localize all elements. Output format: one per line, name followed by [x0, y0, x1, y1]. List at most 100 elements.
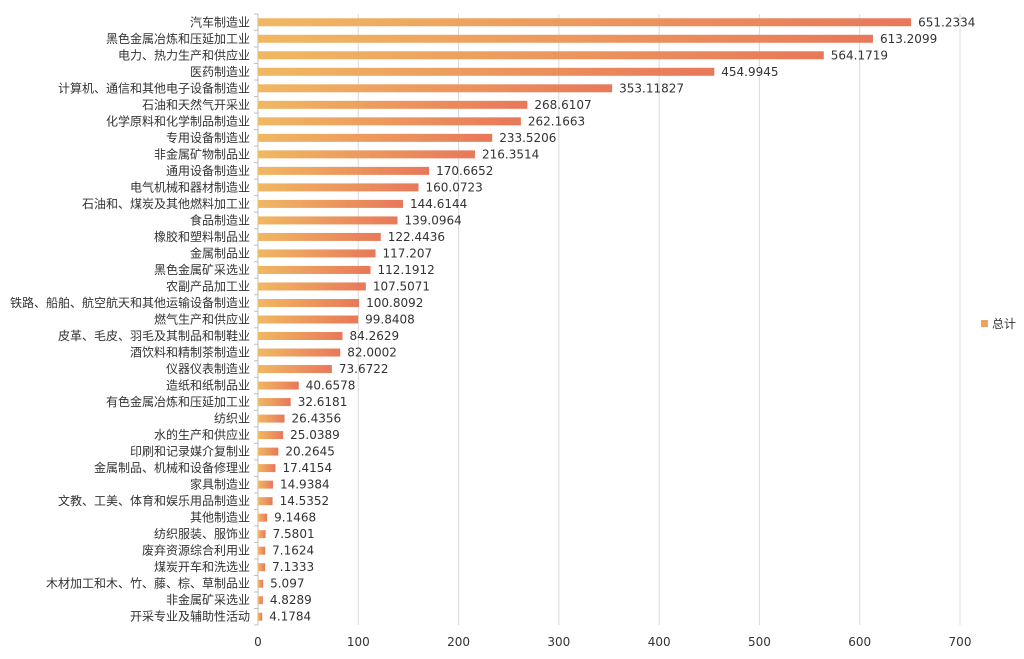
value-label: 139.0964: [404, 213, 461, 227]
value-label: 7.1624: [272, 544, 314, 558]
category-label: 酒饮料和精制茶制造业: [130, 345, 250, 360]
bar: [258, 84, 613, 93]
category-label: 其他制造业: [190, 511, 250, 525]
category-label: 非金属矿采选业: [166, 592, 250, 607]
bar: [258, 530, 266, 539]
category-label: 家具制造业: [190, 477, 250, 492]
bar: [258, 150, 475, 159]
category-label: 水的生产和供应业: [154, 427, 250, 442]
x-tick-label: 400: [648, 635, 671, 649]
legend-label: 总计: [992, 317, 1016, 331]
bar: [258, 348, 341, 357]
bar: [258, 464, 276, 473]
bar: [258, 596, 263, 605]
value-label: 233.5206: [499, 131, 556, 145]
category-label: 石油和、煤炭及其他燃料加工业: [82, 196, 250, 211]
bar: [258, 183, 419, 192]
bar: [258, 579, 264, 588]
labels: 0 100 200 300 400 500 600 700 汽车制造业 651.2334 黑色金属冶…: [10, 14, 975, 649]
value-label: 651.2334: [918, 15, 975, 29]
value-label: 5.097: [270, 577, 304, 591]
value-label: 17.4154: [282, 461, 332, 475]
category-label: 木材加工和木、竹、藤、棕、草制品业: [46, 576, 250, 591]
bar: [258, 447, 279, 456]
bar: [258, 100, 528, 109]
category-label: 铁路、船舶、航空航天和其他运输设备制造业: [10, 295, 250, 310]
category-label: 燃气生产和供应业: [154, 312, 250, 327]
category-label: 电力、热力生产和供应业: [118, 47, 250, 62]
value-label: 14.9384: [280, 478, 330, 492]
bar: [258, 67, 715, 76]
value-label: 454.9945: [721, 65, 778, 79]
value-label: 32.6181: [298, 395, 348, 409]
value-label: 268.6107: [534, 98, 591, 112]
category-label: 皮革、毛皮、羽毛及其制品和制鞋业: [58, 328, 250, 343]
bar: [258, 199, 404, 208]
value-label: 14.5352: [280, 494, 330, 508]
bar: [258, 265, 371, 274]
value-label: 82.0002: [347, 346, 397, 360]
category-label: 电气机械和器材制造业: [130, 179, 250, 194]
bar: [258, 51, 824, 60]
bar: [258, 315, 359, 324]
category-label: 开采专业及辅助性活动: [130, 609, 250, 624]
bar: [258, 381, 299, 390]
x-tick-label: 200: [447, 635, 470, 649]
category-label: 橡胶和塑料制品业: [154, 229, 250, 244]
category-label: 有色金属冶炼和压延加工业: [106, 394, 250, 409]
category-label: 汽车制造业: [190, 14, 250, 29]
category-label: 黑色金属矿采选业: [154, 262, 250, 277]
category-label: 废弃资源综合利用业: [142, 543, 250, 558]
value-label: 262.1663: [528, 114, 585, 128]
bar: [258, 34, 873, 43]
bar: [258, 480, 273, 489]
category-label: 纺织服装、服饰业: [154, 527, 250, 541]
category-label: 医药制造业: [190, 65, 250, 79]
x-tick-label: 500: [748, 635, 771, 649]
value-label: 160.0723: [426, 180, 483, 194]
bar: [258, 166, 430, 175]
bar: [258, 414, 285, 423]
value-label: 4.8289: [270, 593, 312, 607]
bar: [258, 563, 266, 572]
category-label: 印刷和记录媒介复制业: [130, 445, 250, 459]
category-label: 造纸和纸制品业: [166, 379, 250, 393]
bar: [258, 431, 284, 440]
value-label: 7.5801: [273, 527, 315, 541]
category-label: 专用设备制造业: [166, 130, 250, 145]
value-label: 216.3514: [482, 147, 539, 161]
category-label: 化学原料和化学制品制造业: [106, 113, 250, 128]
category-label: 食品制造业: [190, 212, 250, 227]
value-label: 4.1784: [269, 610, 311, 624]
category-label: 煤炭开车和洗选业: [154, 559, 250, 574]
value-label: 117.207: [383, 246, 433, 260]
value-label: 353.11827: [619, 81, 684, 95]
x-tick-label: 300: [547, 635, 570, 649]
value-label: 40.6578: [306, 379, 356, 393]
value-label: 613.2099: [880, 32, 937, 46]
bar: [258, 117, 521, 126]
legend: 总计: [981, 317, 1016, 331]
bar: [258, 298, 360, 307]
value-label: 144.6144: [410, 197, 467, 211]
x-tick-label: 600: [848, 635, 871, 649]
value-label: 26.4356: [292, 412, 342, 426]
bar: [258, 216, 398, 225]
value-label: 99.8408: [365, 313, 415, 327]
value-label: 564.1719: [831, 48, 888, 62]
category-label: 通用设备制造业: [166, 164, 250, 178]
category-label: 文教、工美、体育和娱乐用品制造业: [58, 493, 250, 508]
bars: [258, 18, 912, 621]
value-label: 20.2645: [285, 445, 335, 459]
bar: [258, 497, 273, 506]
category-label: 纺织业: [214, 412, 250, 426]
bar: [258, 133, 493, 142]
value-label: 122.4436: [388, 230, 445, 244]
bar: [258, 249, 376, 258]
value-label: 73.6722: [339, 362, 389, 376]
bar: [258, 18, 912, 27]
category-label: 金属制品、机械和设备修理业: [94, 460, 250, 475]
category-label: 仪器仪表制造业: [166, 362, 250, 376]
x-tick-label: 0: [254, 635, 262, 649]
